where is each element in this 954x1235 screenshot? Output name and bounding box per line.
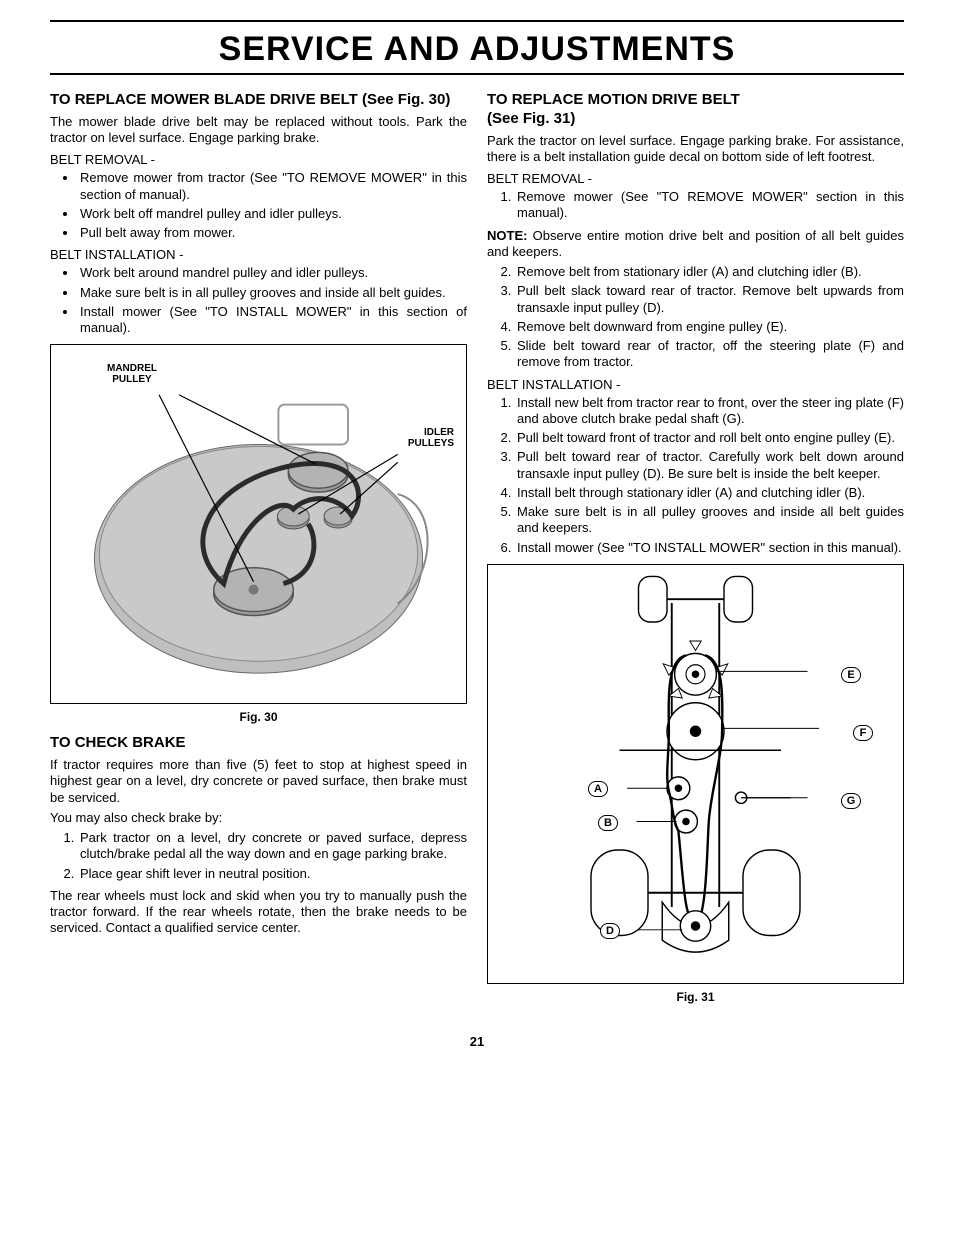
left-column: TO REPLACE MOWER BLADE DRIVE BELT (See F… — [50, 87, 467, 1014]
list-item: Pull belt away from mower. — [78, 225, 467, 241]
figure-30: MANDREL PULLEY IDLER PULLEYS — [50, 344, 467, 704]
list-item: Pull belt toward rear of tractor. Carefu… — [515, 449, 904, 482]
fig30-label-idler: IDLER PULLEYS — [408, 427, 454, 449]
list-item: Work belt off mandrel pulley and idler p… — [78, 206, 467, 222]
fig30-diagram — [51, 345, 466, 703]
list-item: Install new belt from tractor rear to fr… — [515, 395, 904, 428]
list-item: Place gear shift lever in neutral positi… — [78, 866, 467, 882]
section-replace-blade-belt-title: TO REPLACE MOWER BLADE DRIVE BELT (See F… — [50, 91, 467, 110]
check-brake-list: Park tractor on a level, dry concrete or… — [50, 830, 467, 882]
list-item: Make sure belt is in all pulley grooves … — [515, 504, 904, 537]
list-item: Remove mower from tractor (See "TO REMOV… — [78, 170, 467, 203]
list-item: Remove mower (See "TO REMOVE MOWER" sect… — [515, 189, 904, 222]
blade-belt-install-heading: BELT INSTALLATION - — [50, 247, 467, 262]
motion-belt-removal-heading: BELT REMOVAL - — [487, 171, 904, 186]
check-brake-p2: You may also check brake by: — [50, 810, 467, 826]
fig30-label-mandrel: MANDREL PULLEY — [107, 363, 157, 385]
section-check-brake-title: TO CHECK BRAKE — [50, 734, 467, 753]
list-item: Park tractor on a level, dry concrete or… — [78, 830, 467, 863]
figure-31: E F G A B D — [487, 564, 904, 984]
rule-bottom — [50, 73, 904, 75]
fig30-caption: Fig. 30 — [50, 710, 467, 724]
page-title: SERVICE AND ADJUSTMENTS — [50, 28, 904, 71]
fig31-label-d: D — [600, 923, 620, 939]
check-brake-p1: If tractor requires more than five (5) f… — [50, 757, 467, 806]
motion-belt-intro: Park the tractor on level surface. Engag… — [487, 133, 904, 166]
blade-belt-intro: The mower blade drive belt may be replac… — [50, 114, 467, 147]
motion-belt-note: NOTE: Observe entire motion drive belt a… — [487, 228, 904, 261]
list-item: Remove belt from stationary idler (A) an… — [515, 264, 904, 280]
check-brake-p3: The rear wheels must lock and skid when … — [50, 888, 467, 937]
blade-belt-install-list: Work belt around mandrel pulley and idle… — [50, 265, 467, 336]
fig31-label-e: E — [841, 667, 861, 683]
fig31-label-a: A — [588, 781, 608, 797]
list-item: Slide belt toward rear of tractor, off t… — [515, 338, 904, 371]
blade-belt-removal-heading: BELT REMOVAL - — [50, 152, 467, 167]
list-item: Install mower (See "TO INSTALL MOWER" in… — [78, 304, 467, 337]
motion-belt-removal-list-2: Remove belt from stationary idler (A) an… — [487, 264, 904, 371]
rule-top — [50, 20, 904, 22]
content-columns: TO REPLACE MOWER BLADE DRIVE BELT (See F… — [50, 87, 904, 1014]
fig31-label-g: G — [841, 793, 861, 809]
list-item: Work belt around mandrel pulley and idle… — [78, 265, 467, 281]
list-item: Pull belt slack toward rear of tractor. … — [515, 283, 904, 316]
section-motion-belt-subtitle: (See Fig. 31) — [487, 110, 904, 129]
motion-belt-install-heading: BELT INSTALLATION - — [487, 377, 904, 392]
blade-belt-removal-list: Remove mower from tractor (See "TO REMOV… — [50, 170, 467, 241]
list-item: Pull belt toward front of tractor and ro… — [515, 430, 904, 446]
list-item: Remove belt downward from engine pulley … — [515, 319, 904, 335]
fig31-label-f: F — [853, 725, 873, 741]
motion-belt-removal-list-1: Remove mower (See "TO REMOVE MOWER" sect… — [487, 189, 904, 222]
section-motion-belt-title: TO REPLACE MOTION DRIVE BELT — [487, 91, 904, 110]
list-item: Install belt through stationary idler (A… — [515, 485, 904, 501]
list-item: Make sure belt is in all pulley grooves … — [78, 285, 467, 301]
list-item: Install mower (See "TO INSTALL MOWER" se… — [515, 540, 904, 556]
fig31-label-b: B — [598, 815, 618, 831]
page-number: 21 — [50, 1034, 904, 1049]
fig31-diagram — [488, 565, 903, 983]
right-column: TO REPLACE MOTION DRIVE BELT (See Fig. 3… — [487, 87, 904, 1014]
fig31-caption: Fig. 31 — [487, 990, 904, 1004]
motion-belt-install-list: Install new belt from tractor rear to fr… — [487, 395, 904, 556]
